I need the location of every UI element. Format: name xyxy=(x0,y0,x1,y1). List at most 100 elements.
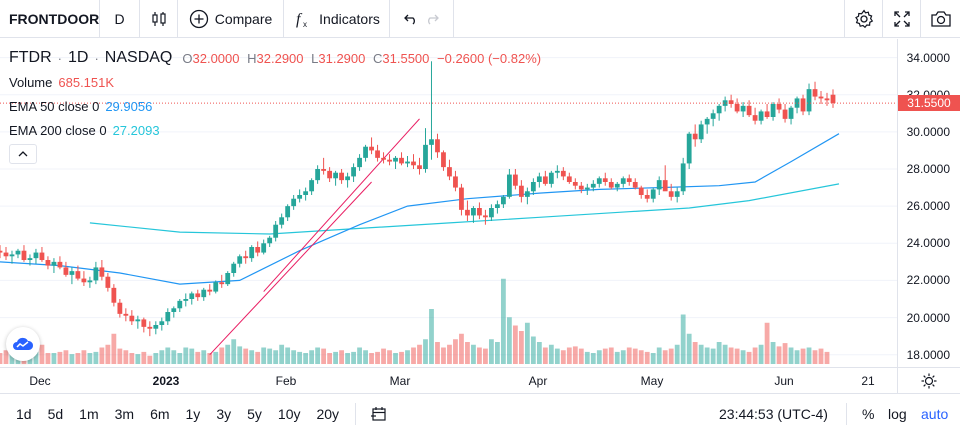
candle-body xyxy=(75,271,81,279)
candle-body xyxy=(656,180,662,190)
volume-bar xyxy=(93,351,99,364)
candle-body xyxy=(165,312,171,322)
legend-volume[interactable]: Volume 685.151K xyxy=(9,70,541,94)
volume-bar xyxy=(369,353,374,364)
range-button-5d[interactable]: 5d xyxy=(47,405,64,422)
divider xyxy=(355,402,357,425)
volume-bar xyxy=(806,347,812,364)
volume-bar xyxy=(447,344,452,364)
range-selector: 1d 5d 1m 3m 6m 1y 3y 5y 10y 20y xyxy=(0,406,347,422)
candle-body xyxy=(728,100,734,104)
volume-bar xyxy=(51,353,57,364)
candle-body xyxy=(560,170,566,177)
candle-body xyxy=(435,139,440,153)
symbol-search-button[interactable]: FRONTDOOR xyxy=(0,0,100,38)
price-chart[interactable] xyxy=(0,39,897,367)
range-button-1m[interactable]: 1m xyxy=(79,405,99,422)
candle-body xyxy=(207,289,213,292)
range-button-3y[interactable]: 3y xyxy=(216,405,232,422)
volume-bar xyxy=(752,347,758,364)
settings-button[interactable] xyxy=(844,0,882,38)
candle-body xyxy=(171,308,177,312)
range-button-10y[interactable]: 10y xyxy=(277,405,301,422)
percent-toggle[interactable]: % xyxy=(862,405,875,422)
candle-body xyxy=(453,176,458,188)
channel-upper-line xyxy=(263,118,420,292)
volume-bar xyxy=(620,350,626,364)
range-button-20y[interactable]: 20y xyxy=(316,405,340,422)
camera-icon xyxy=(930,10,952,28)
fullscreen-button[interactable] xyxy=(882,0,920,38)
undo-icon[interactable] xyxy=(403,11,419,27)
price-axis[interactable]: 34.000032.000030.000028.000026.000024.00… xyxy=(897,39,960,367)
tradingview-logo[interactable] xyxy=(6,327,40,361)
range-button-6m[interactable]: 6m xyxy=(150,405,170,422)
candle-body xyxy=(147,326,153,329)
legend-collapse-button[interactable] xyxy=(9,144,37,164)
time-axis[interactable]: Dec 2023 Feb Mar Apr May Jun 21 xyxy=(0,367,897,393)
volume-bar xyxy=(554,348,560,364)
redo-icon[interactable] xyxy=(424,11,440,27)
candle-body xyxy=(752,115,758,121)
candle-body xyxy=(57,261,63,268)
legend-ticker[interactable]: FTDR xyxy=(9,49,52,66)
candle-body xyxy=(387,159,392,162)
volume-bar xyxy=(165,347,171,364)
price-tick-label: 34.0000 xyxy=(906,50,950,65)
date-range-button[interactable] xyxy=(370,405,388,423)
volume-bar xyxy=(183,347,189,364)
volume-bar xyxy=(33,351,39,364)
candle-body xyxy=(291,198,297,207)
candle-body xyxy=(692,133,698,140)
log-toggle[interactable]: log xyxy=(888,405,907,422)
svg-text:x: x xyxy=(303,20,307,29)
candle-body xyxy=(429,139,434,145)
candle-body xyxy=(614,183,620,188)
volume-bar xyxy=(530,336,536,364)
volume-bar xyxy=(584,351,590,364)
volume-bar xyxy=(662,350,668,364)
candle-body xyxy=(620,178,626,184)
candle-body xyxy=(327,170,333,179)
volume-bar xyxy=(309,350,315,364)
range-button-1y[interactable]: 1y xyxy=(185,405,201,422)
price-tick-label: 20.0000 xyxy=(906,310,950,325)
candle-body xyxy=(315,169,321,181)
range-button-3m[interactable]: 3m xyxy=(114,405,135,422)
legend-ema200[interactable]: EMA 200 close 0 27.2093 xyxy=(9,118,541,142)
volume-bar xyxy=(776,346,782,364)
chart-style-button[interactable] xyxy=(140,0,178,38)
auto-toggle[interactable]: auto xyxy=(921,405,949,422)
range-button-1d[interactable]: 1d xyxy=(16,405,32,422)
timezone-clock[interactable]: 23:44:53 (UTC-4) xyxy=(719,405,828,422)
volume-bar xyxy=(500,278,506,364)
range-button-5y[interactable]: 5y xyxy=(247,405,262,422)
volume-bar xyxy=(477,347,482,364)
candle-body xyxy=(674,191,680,197)
time-tick-label: Apr xyxy=(528,374,548,388)
volume-bar xyxy=(453,339,458,364)
candle-body xyxy=(381,157,386,160)
time-tick-label: Dec xyxy=(29,374,51,388)
ema200-value: 27.2093 xyxy=(112,122,160,138)
chart-pane[interactable] xyxy=(0,39,897,367)
compare-button[interactable]: Compare xyxy=(178,0,284,38)
candle-body xyxy=(584,187,590,190)
candle-body xyxy=(117,302,123,314)
legend-ema50[interactable]: EMA 50 close 0 29.9056 xyxy=(9,94,541,118)
candle-body xyxy=(536,176,542,182)
axis-settings-button[interactable] xyxy=(897,367,960,393)
low-label: L xyxy=(311,50,319,66)
screenshot-button[interactable] xyxy=(920,0,960,38)
volume-bar xyxy=(506,317,512,364)
candle-body xyxy=(447,167,452,177)
candle-body xyxy=(267,237,273,244)
candle-body xyxy=(417,165,422,169)
candle-body xyxy=(249,247,255,259)
interval-button[interactable]: D xyxy=(100,0,140,38)
volume-bar xyxy=(512,325,518,364)
volume-bar xyxy=(794,350,800,364)
volume-bar xyxy=(572,346,578,364)
candle-body xyxy=(590,183,596,188)
